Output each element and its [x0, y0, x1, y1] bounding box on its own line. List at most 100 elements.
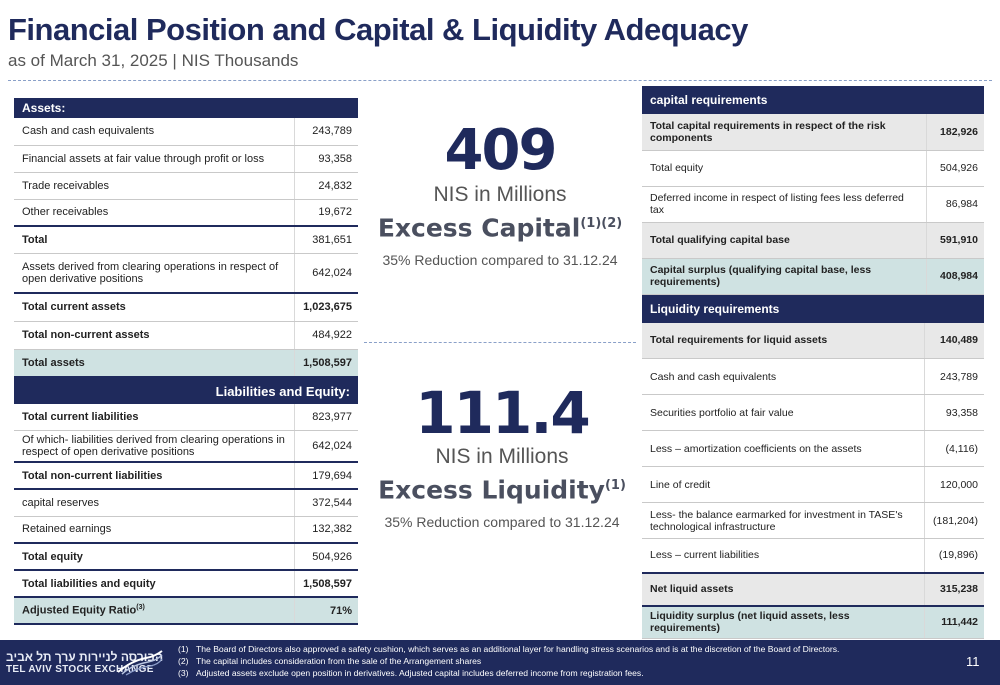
table-row: capital reserves 372,544: [14, 489, 358, 517]
row-value: 504,926: [925, 150, 984, 187]
row-value: 315,238: [924, 572, 984, 607]
footnote: (2) The capital includes consideration fr…: [178, 656, 938, 668]
row-value: 120,000: [924, 466, 984, 503]
excess-capital-unit: NIS in Millions: [433, 183, 567, 206]
footnote-text: The capital includes consideration from …: [196, 655, 482, 666]
row-label: Less- the balance earmarked for investme…: [642, 502, 925, 539]
table-row: Cash and cash equivalents 243,789: [642, 358, 984, 395]
footer: הבורסה לניירות ערך תל אביב TEL AVIV STOC…: [0, 640, 1000, 685]
assets-table: Cash and cash equivalents 243,789 Financi…: [14, 118, 358, 378]
table-row: Of which- liabilities derived from clear…: [14, 430, 358, 463]
row-value: 243,789: [924, 358, 984, 395]
assets-header: Assets:: [14, 98, 358, 118]
row-label: Securities portfolio at fair value: [642, 394, 925, 431]
row-label: Of which- liabilities derived from clear…: [14, 430, 295, 463]
excess-liquidity-label-text: Excess Liquidity: [378, 475, 605, 505]
row-label: Cash and cash equivalents: [642, 358, 925, 395]
excess-capital-sup: (1)(2): [580, 216, 623, 231]
row-label-sup: (3): [136, 604, 145, 612]
row-value: 1,508,597: [294, 570, 358, 598]
table-row: Liquidity surplus (net liquid assets, le…: [642, 605, 984, 639]
row-value: 372,544: [294, 489, 358, 517]
table-row: Trade receivables 24,832: [14, 172, 358, 200]
table-row: Total equity 504,926: [642, 150, 984, 187]
row-value: (4,116): [924, 430, 984, 467]
footnote-text: The Board of Directors also approved a s…: [196, 644, 840, 654]
table-row: Cash and cash equivalents 243,789: [14, 118, 358, 146]
row-label: Assets derived from clearing operations …: [14, 253, 295, 294]
page-number: 11: [966, 654, 980, 669]
tase-logo: הבורסה לניירות ערך תל אביב TEL AVIV STOC…: [6, 650, 166, 676]
table-row: Assets derived from clearing operations …: [14, 253, 358, 294]
row-label: Cash and cash equivalents: [14, 118, 295, 146]
row-label: Liquidity surplus (net liquid assets, le…: [642, 605, 925, 639]
excess-capital-note: 35% Reduction compared to 31.12.24: [382, 252, 618, 269]
row-label: Retained earnings: [14, 516, 295, 544]
excess-capital-label-text: Excess Capital: [377, 213, 581, 243]
row-value: 93,358: [294, 145, 358, 173]
table-row: Other receivables 19,672: [14, 199, 358, 227]
page-title: Financial Position and Capital & Liquidi…: [8, 12, 748, 47]
row-value: 19,672: [294, 199, 358, 227]
row-label: Less – amortization coefficients on the …: [642, 430, 925, 467]
row-label: Capital surplus (qualifying capital base…: [642, 258, 926, 295]
row-label: Less – current liabilities: [642, 538, 925, 574]
logo-wave-icon: [117, 650, 163, 676]
row-label: Financial assets at fair value through p…: [14, 145, 295, 173]
table-row: Financial assets at fair value through p…: [14, 145, 358, 173]
capital-table: Total capital requirements in respect of…: [642, 114, 984, 295]
footnote: (1) The Board of Directors also approved …: [178, 644, 938, 656]
table-row: Total non-current assets 484,922: [14, 321, 358, 350]
excess-liquidity-unit: NIS in Millions: [435, 445, 569, 468]
footnote: (3) Adjusted assets exclude open position…: [178, 668, 938, 680]
row-label: Total: [14, 226, 295, 254]
row-label: Net liquid assets: [642, 572, 925, 607]
kpi-divider: [364, 342, 636, 343]
excess-capital-kpi: 409 NIS in Millions Excess Capital(1)(2)…: [370, 120, 630, 269]
header-divider: [8, 80, 992, 81]
capital-header: capital requirements: [642, 86, 984, 114]
table-row: Total requirements for liquid assets 140,…: [642, 322, 984, 359]
excess-liquidity-kpi: 111.4 NIS in Millions Excess Liquidity(1…: [370, 382, 634, 530]
row-label: Total equity: [642, 150, 926, 187]
logo-english: TEL AVIV STOCK EXCHANGE: [6, 664, 154, 675]
table-row: Total qualifying capital base 591,910: [642, 222, 984, 259]
liabilities-header: Liabilities and Equity:: [14, 378, 358, 404]
row-value: 642,024: [294, 253, 358, 294]
footnote-number: (1): [178, 644, 189, 654]
row-value: (19,896): [924, 538, 984, 574]
row-value: 408,984: [925, 258, 984, 295]
capital-liquidity-panel: capital requirements Total capital requi…: [642, 86, 984, 639]
row-value: 243,789: [294, 118, 358, 146]
row-value: 182,926: [925, 114, 984, 151]
row-label: Total assets: [14, 349, 295, 378]
row-label: Other receivables: [14, 199, 295, 227]
footnote-number: (3): [178, 667, 189, 678]
balance-sheet-panel: Assets: Cash and cash equivalents 243,789…: [14, 98, 358, 625]
row-value: 823,977: [294, 404, 358, 431]
table-row: Total capital requirements in respect of…: [642, 114, 984, 151]
row-label: Total current liabilities: [14, 404, 295, 431]
table-row: Less- the balance earmarked for investme…: [642, 502, 984, 539]
row-label-text: Adjusted Equity Ratio: [22, 604, 137, 617]
row-label: Adjusted Equity Ratio(3): [14, 597, 295, 625]
row-label: Total non-current liabilities: [14, 462, 295, 490]
table-row: Net liquid assets 315,238: [642, 572, 984, 607]
row-value: 86,984: [925, 186, 984, 223]
row-value: 111,442: [924, 605, 984, 639]
page-subtitle: as of March 31, 2025 | NIS Thousands: [8, 51, 299, 70]
row-value: 93,358: [924, 394, 984, 431]
row-label: Total capital requirements in respect of…: [642, 114, 926, 151]
row-label: Total equity: [14, 543, 295, 571]
row-value: 591,910: [925, 222, 984, 259]
row-label: Total liabilities and equity: [14, 570, 295, 598]
row-label: Total qualifying capital base: [642, 222, 926, 259]
row-value: 1,023,675: [294, 293, 358, 322]
row-value: 132,382: [294, 516, 358, 544]
table-row: Deferred income in respect of listing fe…: [642, 186, 984, 223]
row-value: 140,489: [924, 322, 984, 359]
page-header: Financial Position and Capital & Liquidi…: [8, 10, 992, 71]
row-value: 642,024: [294, 430, 358, 463]
table-row: Total 381,651: [14, 226, 358, 254]
footnotes: (1) The Board of Directors also approved …: [178, 644, 938, 679]
